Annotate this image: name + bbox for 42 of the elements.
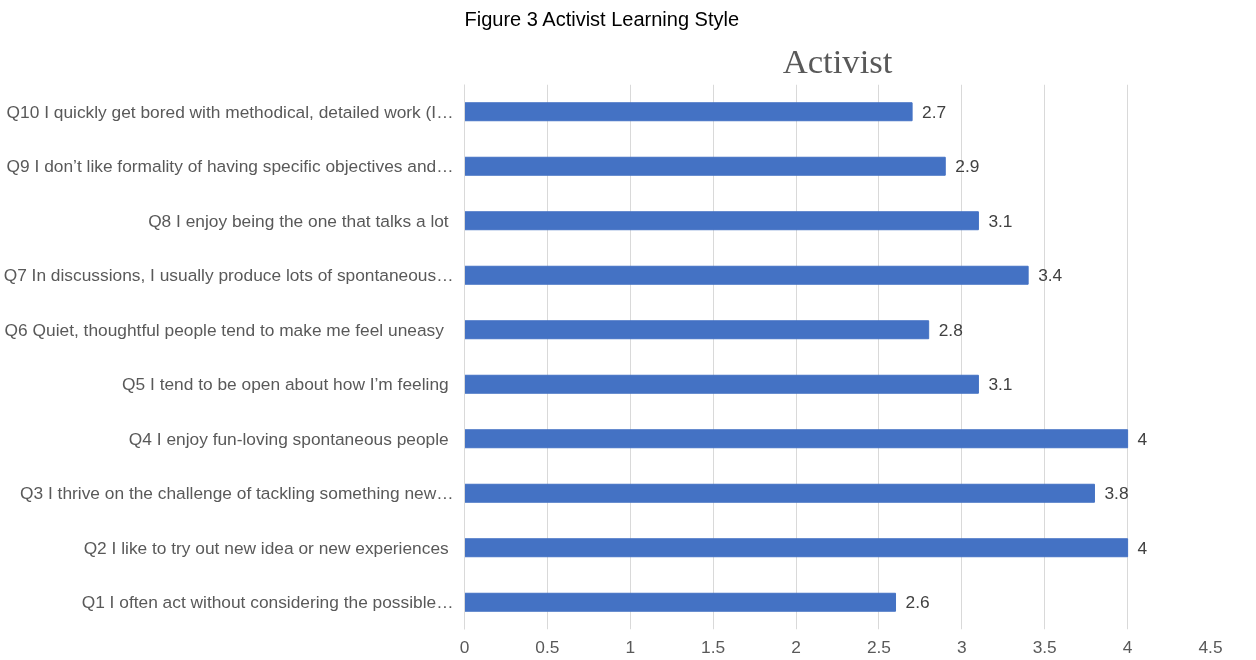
y-tick-label: Q9 I don’t like formality of having specific objectives and… [6,156,454,177]
bar [464,592,897,612]
x-tick-label: 2 [791,636,801,657]
x-tick-label: 2.5 [866,636,891,657]
bar [464,483,1095,503]
bar [464,429,1129,449]
bar [464,265,1029,285]
y-tick-label: Q4 I enjoy fun-loving spontaneous people [128,428,449,449]
y-tick-label: Q7 In discussions, I usually produce lots of spontaneous… [3,265,454,286]
y-tick-label: Q3 I thrive on the challenge of tackling something new… [20,483,454,504]
y-tick-label: Q6 Quiet, thoughtful people tend to make me feel uneasy [4,319,445,340]
y-tick-label: Q5 I tend to be open about how I’m feeling [122,374,449,395]
data-label: 2.9 [955,156,980,177]
data-label: 3.1 [988,374,1013,395]
bar [464,156,946,176]
y-tick-label: Q8 I enjoy being the one that talks a lot [148,210,449,231]
data-label: 2.6 [905,592,930,613]
x-tick-label: 4.5 [1198,636,1223,657]
bar [464,374,979,394]
data-label: 4 [1137,428,1148,449]
bar [464,538,1129,558]
x-tick-label: 0.5 [535,636,560,657]
data-label: 4 [1137,537,1148,558]
x-tick-label: 1 [625,636,636,657]
x-tick-label: 1.5 [701,636,726,657]
x-tick-label: 3 [957,636,967,657]
data-label: 2.7 [922,101,947,122]
data-label: 2.8 [938,319,963,340]
x-tick-label: 0 [459,636,470,657]
x-tick-label: 3.5 [1032,636,1057,657]
data-label: 3.4 [1038,265,1063,286]
bar [464,102,913,122]
y-tick-label: Q1 I often act without considering the possible… [81,592,454,613]
x-tick-label: 4 [1122,636,1133,657]
y-tick-label: Q10 I quickly get bored with methodical, detailed work (I… [6,101,454,122]
data-label: 3.8 [1104,483,1129,504]
y-tick-label: Q2 I like to try out new idea or new experiences [83,537,450,558]
bar [464,211,979,231]
data-label: 3.1 [988,210,1013,231]
bar [464,320,930,340]
caption: Figure 3 Activist Learning Style [464,7,740,30]
chart-title: Activist [782,41,893,80]
